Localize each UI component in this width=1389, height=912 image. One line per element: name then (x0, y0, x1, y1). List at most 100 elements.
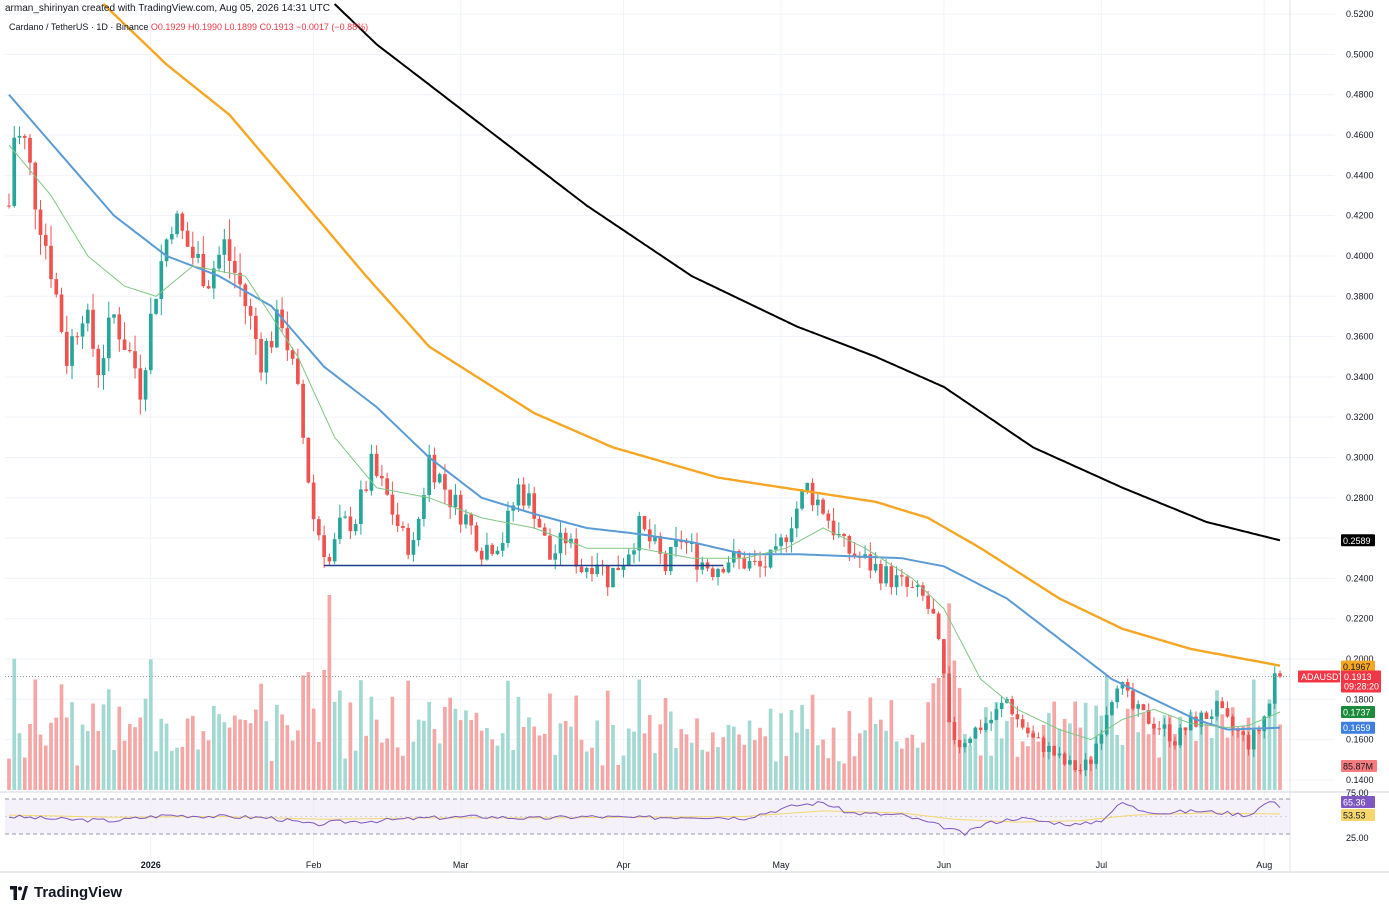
volume-bar (821, 739, 825, 790)
volume-bar (437, 743, 442, 790)
volume-bar (117, 706, 122, 790)
volume-bar (705, 751, 710, 790)
candle-body (847, 536, 852, 554)
volume-bar (857, 733, 862, 790)
volume-bar (1194, 740, 1198, 790)
volume-bar (815, 745, 820, 790)
candle-body (490, 544, 495, 554)
candle-body (905, 576, 909, 587)
volume-bar (175, 747, 179, 790)
volume-bar (910, 734, 915, 790)
candle-body (889, 566, 894, 588)
candle-body (999, 702, 1004, 710)
volume-bar (148, 659, 153, 790)
volume-bar (1183, 726, 1188, 790)
ma-line-ma_long (333, 3, 1281, 542)
candle-body (532, 493, 537, 519)
volume-bar (1125, 708, 1130, 790)
volume-bar (632, 731, 636, 790)
volume-bar (422, 720, 426, 790)
candle-body (1257, 729, 1261, 732)
candle-body (1225, 708, 1230, 717)
candle-body (385, 478, 389, 495)
volume-bar (747, 720, 752, 790)
volume-bar (626, 728, 631, 790)
candle-body (1183, 727, 1188, 731)
volume-bar (70, 702, 74, 790)
candle-body (448, 489, 453, 508)
volume-bar (101, 704, 106, 790)
candle-body (70, 336, 74, 366)
volume-bar (1141, 713, 1146, 790)
volume-bar (978, 755, 983, 790)
volume-bar (663, 697, 668, 790)
candle-body (248, 306, 253, 316)
tradingview-logo[interactable]: TradingView (8, 884, 122, 901)
volume-bar (894, 741, 899, 790)
volume-bar (411, 741, 416, 790)
rsi-value-badge-bg (1341, 796, 1375, 808)
volume-bar (1036, 741, 1041, 790)
candle-body (789, 528, 794, 543)
candle-body (516, 484, 521, 506)
volume-bar (516, 696, 521, 790)
volume-bar (1146, 734, 1151, 790)
volume-bar (33, 679, 38, 790)
candle-body (264, 340, 269, 373)
volume-bar (443, 706, 447, 790)
volume-bar (138, 717, 143, 790)
candle-body (437, 474, 442, 483)
time-tick-label: May (773, 860, 791, 870)
volume-bar (742, 744, 747, 790)
volume-bar (1031, 730, 1035, 790)
volume-bar (537, 735, 542, 790)
candle-body (1068, 760, 1072, 765)
candle-body (374, 453, 379, 476)
volume-bar (1110, 714, 1114, 790)
volume-bar (1178, 716, 1183, 790)
volume-bar (1089, 756, 1093, 790)
candles (7, 125, 1282, 777)
candle-body (1010, 698, 1014, 715)
volume-bar (369, 696, 374, 790)
volume-bar (884, 730, 888, 790)
volume-bar (973, 729, 978, 790)
tradingview-logo-icon (10, 885, 28, 900)
volume-bar (1115, 734, 1120, 790)
volume-bar (621, 755, 626, 790)
time-tick-label: Jul (1096, 860, 1108, 870)
volume-bar (233, 715, 237, 790)
price-tick-label: 0.3600 (1346, 332, 1374, 342)
candle-body (33, 162, 38, 210)
volume-bar (75, 765, 80, 790)
volume-bar (1078, 727, 1083, 790)
candle-body (411, 540, 416, 555)
countdown-value: 09:28:20 (1344, 682, 1379, 692)
volume-bar (91, 703, 95, 790)
candle-body (842, 533, 846, 537)
candle-body (154, 299, 158, 314)
volume-bar (364, 735, 368, 790)
candle-body (915, 585, 920, 588)
candle-body (1194, 716, 1198, 727)
volume-bar (852, 756, 857, 790)
candle-body (133, 351, 137, 369)
candle-body (495, 550, 500, 554)
candle-body (579, 566, 584, 573)
volume-bar (317, 741, 321, 790)
volume-bar (285, 725, 290, 790)
candle-body (742, 557, 747, 569)
volume-bar (127, 723, 132, 790)
candle-body (553, 553, 558, 560)
volume-bar (1209, 737, 1214, 790)
candle-body (338, 517, 342, 540)
volume-bar (1073, 701, 1078, 790)
volume-bar (1083, 702, 1088, 790)
volume-bar (847, 711, 852, 790)
candle-body (432, 454, 437, 483)
candle-body (180, 213, 185, 231)
volume-bar (85, 731, 90, 790)
candle-body (1047, 746, 1051, 753)
candle-body (1052, 746, 1056, 756)
